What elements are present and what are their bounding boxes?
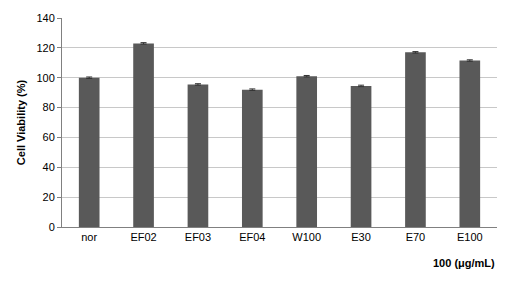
- svg-text:100: 100: [36, 72, 54, 84]
- svg-text:100 (μg/mL): 100 (μg/mL): [433, 257, 495, 269]
- svg-text:80: 80: [43, 101, 55, 113]
- svg-text:W100: W100: [292, 231, 321, 243]
- svg-text:140: 140: [36, 12, 54, 24]
- svg-text:EF02: EF02: [130, 231, 156, 243]
- svg-text:Cell Viability (%): Cell Viability (%): [15, 79, 27, 165]
- svg-text:EF04: EF04: [239, 231, 265, 243]
- svg-text:E30: E30: [351, 231, 371, 243]
- svg-text:0: 0: [49, 221, 55, 233]
- svg-text:120: 120: [36, 42, 54, 54]
- svg-text:40: 40: [43, 161, 55, 173]
- svg-text:20: 20: [43, 191, 55, 203]
- svg-text:E100: E100: [457, 231, 483, 243]
- svg-text:60: 60: [43, 131, 55, 143]
- svg-text:EF03: EF03: [185, 231, 211, 243]
- svg-text:nor: nor: [81, 231, 97, 243]
- svg-text:E70: E70: [406, 231, 426, 243]
